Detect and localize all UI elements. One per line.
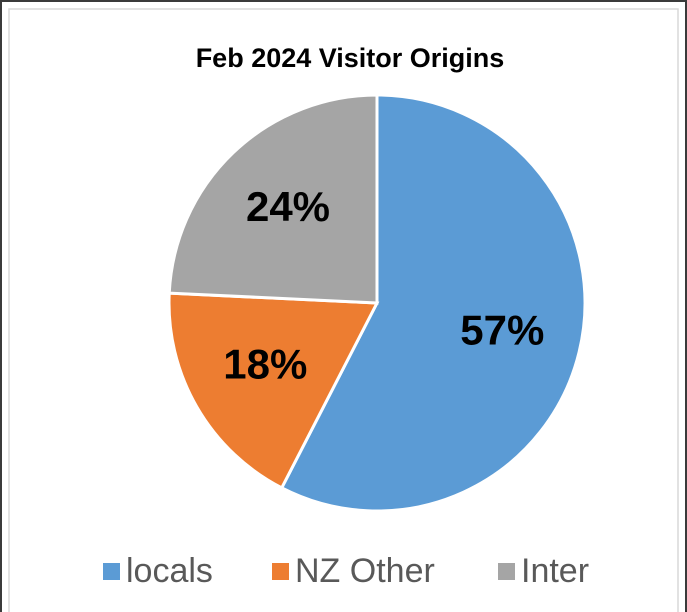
legend-swatch — [272, 563, 289, 580]
legend-label: NZ Other — [295, 552, 435, 590]
data-label: 57% — [460, 306, 544, 353]
pie-slice — [279, 93, 587, 513]
chart-title: Feb 2024 Visitor Origins — [196, 43, 505, 73]
pie-slice — [167, 291, 380, 490]
data-label: 24% — [246, 183, 330, 230]
legend-label: locals — [126, 552, 213, 590]
legend-swatch — [498, 563, 515, 580]
pie-slice — [167, 93, 379, 305]
legend-label: Inter — [521, 552, 589, 590]
legend-swatch — [103, 563, 120, 580]
data-label: 18% — [223, 341, 307, 388]
